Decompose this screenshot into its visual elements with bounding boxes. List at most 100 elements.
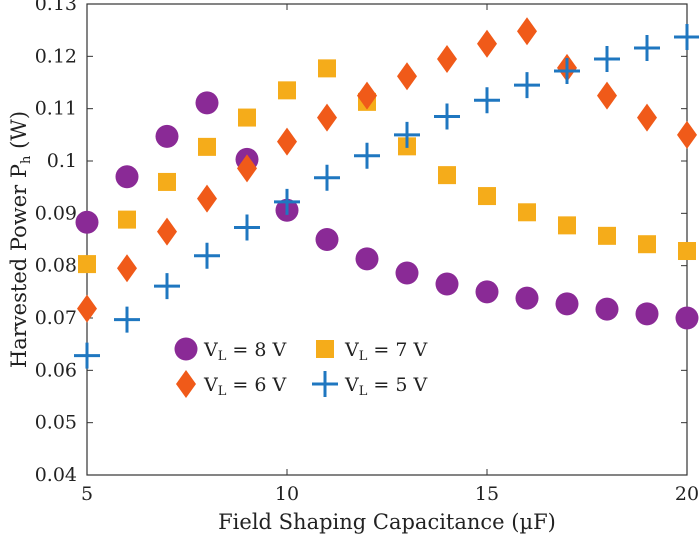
y-tick-label: 0.1 — [47, 150, 77, 172]
data-point — [157, 217, 177, 246]
data-point — [155, 124, 179, 148]
legend-label-sub: L — [218, 349, 227, 364]
x-tick-label: 20 — [675, 483, 699, 505]
data-markers — [74, 17, 699, 369]
data-point — [278, 81, 296, 100]
x-tick-label: 10 — [275, 483, 299, 505]
y-axis-title-unit: (W) — [7, 111, 31, 156]
x-tick-label: 15 — [475, 483, 499, 505]
plot-area — [86, 3, 688, 476]
series-5v — [74, 23, 699, 369]
data-point — [637, 103, 657, 132]
data-point — [317, 103, 337, 132]
y-axis-title-sub: h — [19, 155, 34, 164]
data-point — [555, 292, 579, 316]
data-point — [434, 103, 460, 130]
data-point — [597, 81, 617, 110]
data-point — [75, 210, 99, 234]
data-point — [475, 280, 499, 304]
legend-label-sub: L — [218, 384, 227, 399]
data-point — [477, 29, 497, 58]
y-tick-label: 0.08 — [35, 255, 77, 277]
legend-label: VL = 7 V — [344, 339, 428, 364]
data-point — [514, 72, 540, 99]
legend-label: VL = 5 V — [344, 374, 428, 399]
data-point — [118, 210, 136, 229]
data-point — [394, 121, 420, 148]
data-point — [318, 59, 336, 78]
legend-label-main: V — [203, 374, 218, 396]
legend-label-value: = 6 V — [226, 374, 286, 396]
legend-item: VL = 5 V — [312, 371, 428, 399]
legend-marker — [174, 337, 198, 361]
data-point — [635, 302, 659, 326]
legend-label-main: V — [344, 374, 359, 396]
legend-marker — [312, 371, 338, 397]
series-6v — [77, 17, 697, 323]
data-point — [74, 342, 100, 369]
legend-item: VL = 8 V — [174, 337, 287, 364]
x-axis-title: Field Shaping Capacitance (µF) — [218, 510, 556, 534]
y-tick-label: 0.04 — [35, 464, 77, 486]
legend-label-main: V — [203, 339, 218, 361]
legend-label-sub: L — [359, 384, 368, 399]
series-8v — [75, 91, 699, 330]
data-point — [354, 142, 380, 169]
y-tick-label: 0.12 — [35, 45, 77, 67]
data-point — [595, 297, 619, 321]
data-point — [197, 184, 217, 213]
data-point — [598, 226, 616, 245]
legend-marker — [176, 370, 196, 398]
data-point — [237, 154, 257, 183]
data-point — [395, 261, 419, 285]
legend: VL = 8 V VL = 7 VVL = 6 V VL = 5 V — [174, 337, 428, 399]
legend-label-value: = 5 V — [367, 374, 427, 396]
y-tick-label: 0.11 — [35, 98, 77, 120]
data-point — [397, 62, 417, 91]
y-tick-label: 0.06 — [35, 359, 77, 381]
data-point — [198, 137, 216, 156]
axis-tick-labels: 5 10 15 20 0.04 0.05 0.06 0.07 0.08 0.09 0.1 0.11 0.… — [35, 0, 699, 505]
data-point — [115, 165, 139, 189]
data-point — [238, 108, 256, 127]
y-axis-title: Harvested Power Ph (W) — [7, 111, 34, 368]
data-point — [117, 254, 137, 283]
data-point — [517, 17, 537, 46]
data-point — [634, 34, 660, 61]
data-point — [314, 164, 340, 191]
data-point — [677, 120, 697, 149]
axis-ticks — [86, 3, 688, 476]
data-point — [355, 247, 379, 271]
legend-label-sub: L — [359, 349, 368, 364]
y-tick-label: 0.13 — [35, 0, 77, 15]
data-point — [114, 306, 140, 333]
data-point — [518, 203, 536, 222]
data-point — [594, 45, 620, 72]
legend-label: VL = 8 V — [203, 339, 287, 364]
data-point — [357, 81, 377, 110]
data-point — [678, 242, 696, 261]
x-tick-label: 5 — [81, 483, 93, 505]
legend-label-main: V — [344, 339, 359, 361]
data-point — [435, 272, 459, 296]
y-tick-label: 0.05 — [35, 412, 77, 434]
data-point — [674, 23, 699, 50]
y-tick-label: 0.09 — [35, 202, 77, 224]
data-point — [558, 216, 576, 235]
data-point — [78, 255, 96, 274]
data-point — [194, 242, 220, 269]
data-point — [437, 44, 457, 73]
data-point — [274, 188, 300, 215]
data-point — [438, 166, 456, 185]
legend-label-value: = 7 V — [367, 339, 427, 361]
data-point — [154, 273, 180, 300]
data-point — [234, 214, 260, 241]
legend-item: VL = 6 V — [176, 370, 287, 399]
legend-label: VL = 6 V — [203, 374, 287, 399]
legend-label-value: = 8 V — [226, 339, 286, 361]
legend-item: VL = 7 V — [316, 339, 428, 364]
data-point — [195, 91, 219, 115]
data-point — [474, 87, 500, 114]
data-point — [277, 127, 297, 156]
